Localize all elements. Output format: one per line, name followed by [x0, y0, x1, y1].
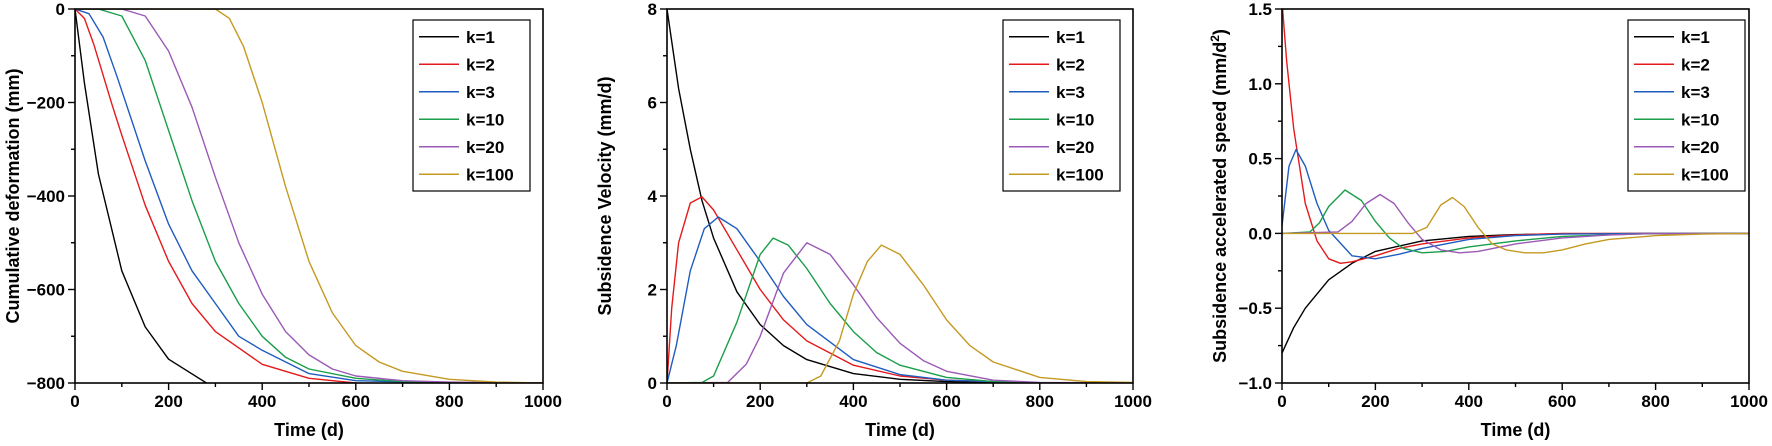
series-line-k-10 — [75, 9, 543, 383]
x-axis-label: Time (d) — [865, 420, 935, 440]
series-line-k-100 — [1282, 196, 1749, 254]
legend-label: k=3 — [1681, 83, 1710, 102]
x-tick-label: 0 — [1277, 392, 1286, 411]
x-tick-label: 400 — [839, 392, 867, 411]
legend-box — [412, 19, 531, 192]
series-line-k-20 — [75, 9, 543, 383]
x-tick-label: 600 — [342, 392, 370, 411]
legend-label: k=2 — [1681, 55, 1710, 74]
y-tick-label: −0.5 — [1238, 299, 1272, 318]
y-tick-label: −1.0 — [1238, 374, 1272, 393]
series-line-k-3 — [75, 9, 543, 383]
y-tick-label: −800 — [27, 374, 65, 393]
x-tick-label: 600 — [932, 392, 960, 411]
legend-label: k=1 — [466, 28, 495, 47]
series-line-k-3 — [1282, 148, 1749, 260]
x-axis-label: Time (d) — [274, 420, 344, 440]
chart-panel-3: 0 200 400 600 800 1000 −1.0 −0.5 0.0 0.5 1.0 1.5 Tim… — [1208, 0, 1768, 440]
y-tick-label: 8 — [648, 0, 657, 19]
legend-label: k=100 — [1056, 165, 1104, 184]
y-axis-label: Cumulative deformation (mm) — [3, 68, 23, 323]
legend-label: k=1 — [1056, 28, 1085, 47]
x-tick-label: 200 — [1361, 392, 1389, 411]
legend-label: k=20 — [1056, 138, 1094, 157]
legend-label: k=10 — [1056, 110, 1094, 129]
series-line-k-1 — [667, 9, 1133, 383]
legend: k=1 k=2 k=3 k=10 k=20 k=100 — [1627, 19, 1746, 192]
x-tick-label: 1000 — [1730, 392, 1768, 411]
x-tick-label: 800 — [1641, 392, 1669, 411]
series-line-k-20 — [1282, 193, 1749, 254]
legend-label: k=10 — [1681, 110, 1719, 129]
legend-label: k=100 — [466, 165, 514, 184]
series-line-k-10 — [1282, 189, 1749, 254]
x-tick-label: 1000 — [1114, 392, 1152, 411]
series-line-k-100 — [667, 244, 1133, 383]
legend-label: k=3 — [1056, 83, 1085, 102]
y-tick-label: 0.0 — [1248, 224, 1272, 243]
legend-label: k=2 — [466, 55, 495, 74]
x-tick-label: 800 — [435, 392, 463, 411]
y-axis-label-main: Subsidence accelerated speed (mm/d — [1210, 42, 1230, 363]
x-tick-label: 200 — [154, 392, 182, 411]
x-tick-label: 200 — [746, 392, 774, 411]
legend-box — [1002, 19, 1121, 192]
legend-label: k=3 — [466, 83, 495, 102]
y-axis-label-end: ) — [1210, 29, 1230, 35]
y-tick-label: 0 — [648, 374, 657, 393]
x-tick-label: 400 — [248, 392, 276, 411]
legend-label: k=1 — [1681, 28, 1710, 47]
series-line-k-3 — [667, 216, 1133, 383]
x-tick-label: 0 — [70, 392, 79, 411]
x-tick-label: 600 — [1548, 392, 1576, 411]
y-tick-label: 1.5 — [1248, 0, 1272, 19]
series-line-k-2 — [667, 196, 1133, 383]
y-tick-label: −200 — [27, 94, 65, 113]
legend: k=1 k=2 k=3 k=10 k=20 k=100 — [412, 19, 531, 192]
legend-label: k=20 — [466, 138, 504, 157]
y-axis-label-superscript: 2 — [1208, 35, 1222, 42]
x-tick-label: 800 — [1026, 392, 1054, 411]
series-line-k-1 — [75, 9, 208, 383]
x-axis-label: Time (d) — [1481, 420, 1551, 440]
y-tick-label: 4 — [648, 187, 658, 206]
series-line-k-100 — [75, 9, 543, 383]
series-line-k-10 — [667, 237, 1133, 383]
y-tick-label: −400 — [27, 187, 65, 206]
x-tick-label: 400 — [1455, 392, 1483, 411]
legend-label: k=10 — [466, 110, 504, 129]
y-tick-label: −600 — [27, 281, 65, 300]
y-tick-label: 6 — [648, 94, 657, 113]
y-tick-label: 0.5 — [1248, 150, 1272, 169]
y-tick-label: 0 — [56, 0, 65, 19]
legend: k=1 k=2 k=3 k=10 k=20 k=100 — [1002, 19, 1121, 192]
legend-label: k=2 — [1056, 55, 1085, 74]
legend-label: k=20 — [1681, 138, 1719, 157]
chart-panel-2: 0 200 400 600 800 1000 0 2 4 6 8 Time (d) Subsidence… — [595, 0, 1152, 440]
series-line-k-20 — [667, 242, 1133, 383]
legend-box — [1627, 19, 1746, 192]
legend-label: k=100 — [1681, 165, 1729, 184]
y-axis-label: Subsidence Velocity (mm/d) — [595, 76, 615, 315]
x-tick-label: 0 — [662, 392, 671, 411]
chart-panel-1: 0 200 400 600 800 1000 −800 −600 −400 −200 0 Time (… — [3, 0, 562, 440]
y-axis-label: Subsidence accelerated speed (mm/d2) — [1208, 29, 1230, 363]
y-tick-label: 2 — [648, 281, 657, 300]
x-tick-label: 1000 — [524, 392, 562, 411]
y-tick-label: 1.0 — [1248, 75, 1272, 94]
